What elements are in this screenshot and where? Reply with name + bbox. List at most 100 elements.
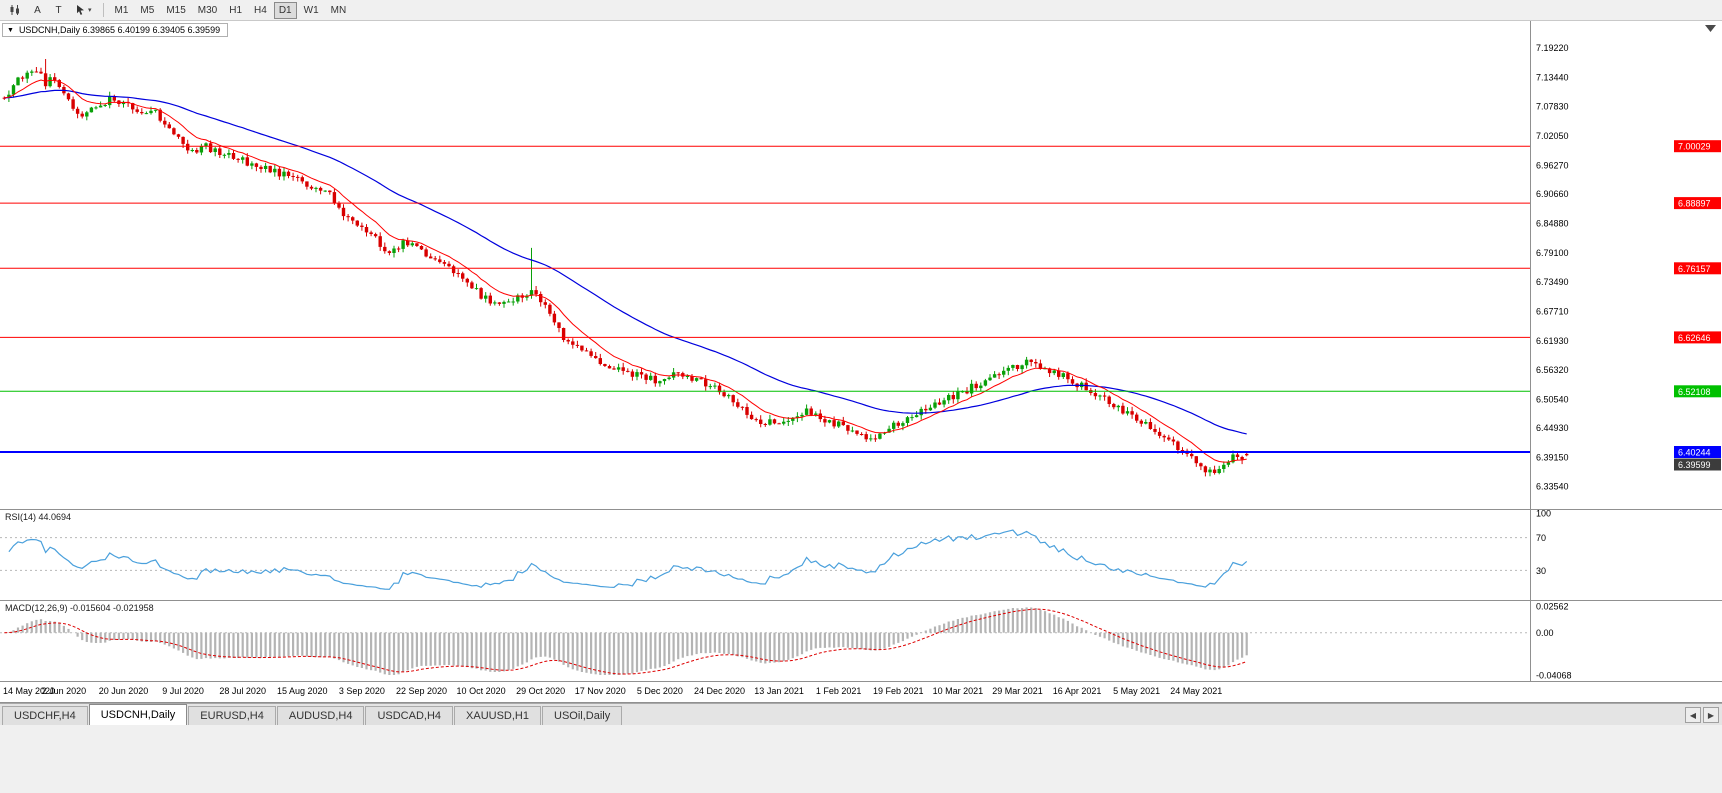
timeframe-button-H4[interactable]: H4 [254,4,267,16]
top-toolbar: A T ▾ M1 M5 M15 M30 H1 H4 D1 W1 MN [0,0,1722,21]
scroll-indicator-icon[interactable] [1705,25,1716,32]
chart-tab-usdchf-h4[interactable]: USDCHF,H4 [2,706,88,725]
date-label: 24 Dec 2020 [693,686,745,696]
date-label: 28 Jul 2020 [219,686,266,696]
rsi-axis-labels: 100 70 30 [1536,510,1551,576]
date-label: 9 Jul 2020 [162,686,204,696]
timeframe-button-W1[interactable]: W1 [303,4,319,16]
chart-tab-usdcad-h4[interactable]: USDCAD,H4 [365,706,454,725]
svg-text:6.50540: 6.50540 [1536,394,1569,404]
tab-scroll-right-icon[interactable]: ▶ [1703,707,1719,723]
date-label: 17 Nov 2020 [574,686,626,696]
date-label: 2 Jun 2020 [41,686,87,696]
price-line-chip-6.88897: 6.88897 [1674,197,1721,210]
svg-text:-0.04068: -0.04068 [1536,671,1572,681]
ma-slow-line[interactable] [4,89,1247,435]
annotation-button[interactable]: A [34,4,41,16]
toolbar-separator [102,3,104,17]
rsi-line[interactable] [8,529,1248,590]
price-line-chip-6.62646: 6.62646 [1674,331,1721,344]
main-chart-panel[interactable]: 7.19220 7.13440 7.07830 7.02050 6.96270 6.906… [0,21,1722,510]
chevron-down-icon: ▾ [88,7,92,14]
svg-text:0.02562: 0.02562 [1536,602,1569,612]
chart-window: 7.19220 7.13440 7.07830 7.02050 6.96270 6.906… [0,21,1722,703]
svg-text:6.88897: 6.88897 [1678,199,1711,209]
timeframe-button-H1[interactable]: H1 [229,4,243,16]
svg-text:6.73490: 6.73490 [1536,277,1569,287]
date-label: 10 Mar 2021 [932,686,984,696]
svg-text:100: 100 [1536,510,1551,519]
tab-scroll-arrows: ◀ ▶ [1685,707,1719,723]
date-label: 29 Oct 2020 [516,686,566,696]
date-label: 1 Feb 2021 [815,686,862,696]
timeframe-button-M30[interactable]: M30 [197,4,218,16]
ma-fast-line[interactable] [4,79,1247,463]
candles [2,59,1249,477]
svg-text:6.90660: 6.90660 [1536,189,1569,199]
chart-tab-audusd-h4[interactable]: AUDUSD,H4 [276,706,365,725]
date-label: 14 May 2020 [3,686,56,696]
price-line-chip-6.52108: 6.52108 [1674,385,1721,398]
macd-panel[interactable]: 0.02562 0.00 -0.04068 MACD(12,26,9) -0.015… [0,601,1722,682]
chart-tab-usdcnh-daily[interactable]: USDCNH,Daily [88,704,188,725]
tab-scroll-left-icon[interactable]: ◀ [1685,707,1701,723]
date-label: 3 Sep 2020 [338,686,385,696]
time-axis[interactable]: 14 May 2020 2 Jun 2020 20 Jun 2020 9 Jul 20… [0,682,1722,703]
rsi-panel[interactable]: 100 70 30 RSI(14) 44.0694 [0,510,1722,601]
svg-text:6.67710: 6.67710 [1536,307,1569,317]
price-line-chip-7.00029: 7.00029 [1674,140,1721,153]
svg-text:6.84880: 6.84880 [1536,219,1569,229]
svg-text:6.44930: 6.44930 [1536,423,1569,433]
timeframe-button-M1[interactable]: M1 [114,4,129,16]
chart-tab-bar: USDCHF,H4 USDCNH,Daily EURUSD,H4 AUDUSD,H4 U… [0,703,1722,725]
chart-tab-usoil-daily[interactable]: USOil,Daily [542,706,623,725]
date-label: 20 Jun 2020 [98,686,149,696]
macd-histogram [7,607,1248,675]
timeframe-button-M15[interactable]: M15 [166,4,186,16]
svg-text:0.00: 0.00 [1536,628,1554,638]
macd-canvas[interactable]: 0.02562 0.00 -0.04068 [0,601,1722,681]
date-label: 13 Jan 2021 [754,686,804,696]
chart-type-button[interactable] [4,2,26,19]
bid-price-chip: 6.39599 [1674,458,1721,471]
svg-text:6.56320: 6.56320 [1536,365,1569,375]
text-tool-button[interactable]: T [55,4,62,16]
timeframe-button-D1[interactable]: D1 [273,1,297,19]
svg-text:6.39150: 6.39150 [1536,453,1569,463]
date-label: 16 Apr 2021 [1052,686,1102,696]
svg-text:7.02050: 7.02050 [1536,131,1569,141]
svg-text:6.62646: 6.62646 [1678,333,1711,343]
date-label: 24 May 2021 [1170,686,1223,696]
macd-signal-line[interactable] [4,608,1247,675]
date-label: 10 Oct 2020 [456,686,506,696]
timeframe-button-MN[interactable]: MN [330,4,347,16]
price-chart-canvas[interactable]: 7.19220 7.13440 7.07830 7.02050 6.96270 6.906… [0,21,1722,509]
chart-tabs: USDCHF,H4 USDCNH,Daily EURUSD,H4 AUDUSD,H4 U… [2,704,623,725]
macd-label: MACD(12,26,9) -0.015604 -0.021958 [5,603,154,613]
ohlc-info-chip: ▼ USDCNH,Daily 6.39865 6.40199 6.39405 6… [2,23,229,37]
svg-text:30: 30 [1536,566,1546,576]
svg-text:6.40244: 6.40244 [1678,448,1711,458]
cursor-icon [77,5,84,15]
rsi-label: RSI(14) 44.0694 [5,512,72,522]
date-label: 15 Aug 2020 [277,686,328,696]
chart-tab-xauusd-h1[interactable]: XAUUSD,H1 [454,706,541,725]
macd-axis-labels: 0.02562 0.00 -0.04068 [1536,602,1572,681]
timeframe-button-M5[interactable]: M5 [140,4,155,16]
svg-text:6.52108: 6.52108 [1678,387,1711,397]
svg-text:7.00029: 7.00029 [1678,142,1711,152]
chart-tab-eurusd-h4[interactable]: EURUSD,H4 [188,706,276,725]
svg-text:6.76157: 6.76157 [1678,264,1711,274]
collapse-triangle-icon[interactable]: ▼ [7,26,14,34]
price-chips: 7.00029 6.88897 6.76157 6.62646 6.52108 6.402… [1674,140,1721,471]
price-axis-ticks: 7.19220 7.13440 7.07830 7.02050 6.96270 6.906… [1536,43,1569,491]
price-line-chip-6.76157: 6.76157 [1674,262,1721,275]
svg-text:6.33540: 6.33540 [1536,481,1569,491]
cursor-tool-button[interactable]: ▾ [70,2,97,19]
timeframe-group: M1 M5 M15 M30 H1 H4 D1 W1 MN [109,1,353,19]
svg-text:7.13440: 7.13440 [1536,73,1569,83]
status-area [0,725,1722,793]
price-line-chip-6.40244: 6.40244 [1674,446,1721,458]
rsi-canvas[interactable]: 100 70 30 [0,510,1722,600]
svg-text:6.79100: 6.79100 [1536,248,1569,258]
